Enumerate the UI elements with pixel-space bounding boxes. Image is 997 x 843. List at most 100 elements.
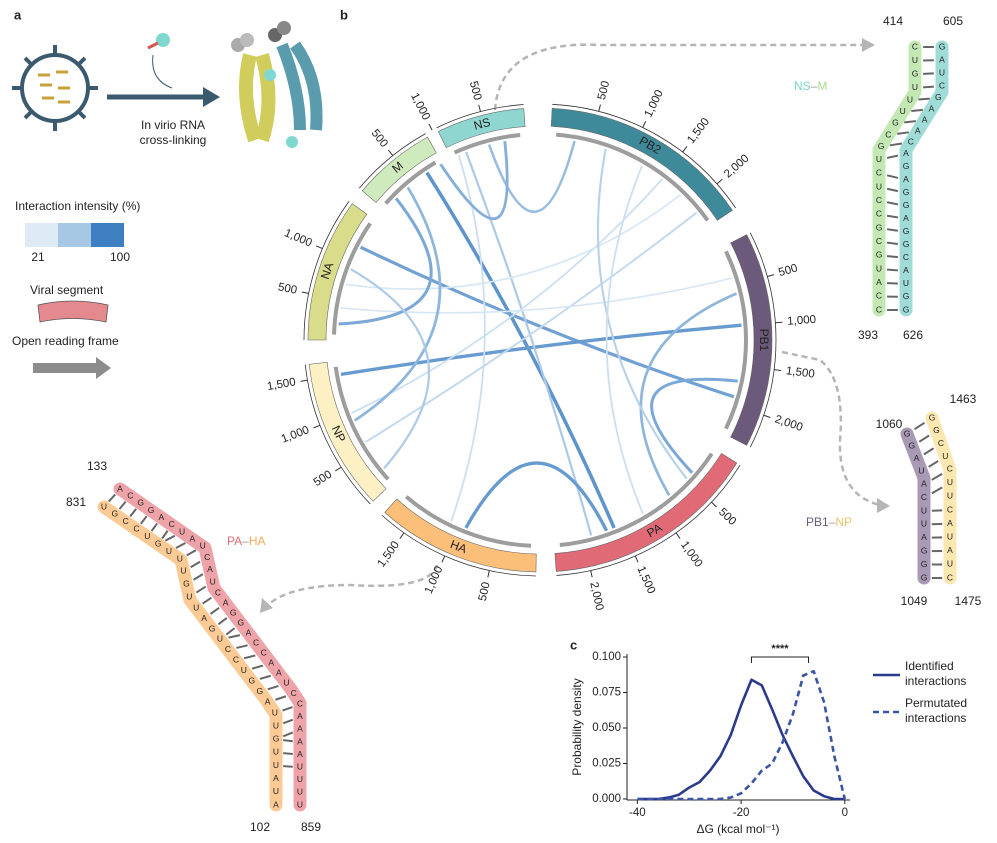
interaction-chord bbox=[605, 165, 644, 515]
base-pair bbox=[175, 542, 186, 549]
viral-segment bbox=[554, 452, 738, 572]
annotation-arrow bbox=[781, 350, 881, 507]
annotation-arrow bbox=[267, 564, 439, 606]
strand-band bbox=[925, 411, 957, 585]
nucleotide: A bbox=[947, 545, 953, 555]
nucleotide: C bbox=[947, 464, 953, 474]
pair-label-part: M bbox=[817, 79, 827, 93]
base-pair bbox=[140, 515, 148, 525]
tick-label: 500 bbox=[467, 80, 483, 102]
tick-mark bbox=[711, 501, 717, 508]
segment-label: NA bbox=[318, 261, 336, 281]
interaction-chord bbox=[340, 277, 733, 314]
x-tick-label: -40 bbox=[629, 807, 646, 819]
tick-mark bbox=[675, 532, 681, 539]
orf-arc bbox=[724, 250, 748, 430]
nucleotide: U bbox=[947, 531, 953, 541]
nucleotide: G bbox=[903, 304, 910, 314]
viral-segment bbox=[384, 498, 537, 573]
interaction-chord bbox=[596, 148, 688, 480]
nucleotide: C bbox=[225, 644, 231, 654]
tick-label: 500 bbox=[312, 469, 335, 489]
nucleotide: A bbox=[876, 277, 882, 287]
base-pair bbox=[904, 120, 916, 124]
nucleotide: U bbox=[144, 531, 150, 541]
nucleotide: U bbox=[166, 546, 172, 556]
base-pair bbox=[887, 282, 898, 285]
nucleotide: G bbox=[903, 161, 910, 171]
nucleotide: A bbox=[246, 628, 252, 638]
nucleotide: A bbox=[297, 736, 303, 746]
y-tick-label: 0.075 bbox=[592, 687, 621, 699]
orf-arc bbox=[556, 132, 710, 222]
virus-icon bbox=[12, 45, 98, 131]
viral-segment bbox=[550, 108, 733, 221]
nucleotide: G bbox=[921, 559, 928, 569]
end-label: 1475 bbox=[955, 594, 982, 608]
axis-arc bbox=[303, 201, 350, 341]
tick-mark bbox=[763, 414, 771, 418]
end-label: 133 bbox=[87, 459, 107, 473]
nucleotide: C bbox=[947, 572, 953, 582]
pair-label: PA–HA bbox=[227, 534, 265, 548]
tick-mark bbox=[598, 104, 601, 112]
strand-band bbox=[899, 40, 949, 317]
nucleotide: U bbox=[297, 799, 303, 809]
base-pair bbox=[283, 739, 293, 743]
legend-min: 21 bbox=[31, 250, 45, 264]
nucleotide: A bbox=[273, 773, 279, 783]
tick-mark bbox=[487, 570, 490, 578]
nucleotide: G bbox=[230, 607, 237, 617]
pair-label-part: NS bbox=[794, 79, 811, 93]
nucleotide: U bbox=[907, 94, 913, 104]
legend-title: Interaction intensity (%) bbox=[15, 199, 140, 213]
end-label: 1463 bbox=[950, 392, 977, 406]
annotation-arrow bbox=[862, 38, 875, 52]
tick-label: 500 bbox=[277, 281, 298, 297]
annotation-arrow bbox=[877, 498, 890, 513]
base-pair bbox=[928, 460, 939, 468]
base-pair bbox=[889, 142, 903, 147]
nucleotide: G bbox=[237, 618, 244, 628]
tick-mark bbox=[767, 274, 775, 278]
nucleotide: A bbox=[117, 483, 123, 493]
nucleotide: A bbox=[947, 518, 953, 528]
tick-mark bbox=[300, 379, 308, 382]
nucleotide: C bbox=[876, 291, 882, 301]
orf-arc bbox=[332, 222, 372, 335]
orf-arc bbox=[404, 495, 532, 548]
base-pair bbox=[195, 585, 207, 594]
nucleotide: C bbox=[261, 648, 267, 658]
nucleotide: U bbox=[273, 760, 279, 770]
tick-label: 1,500 bbox=[685, 116, 712, 146]
nucleotide: C bbox=[885, 129, 891, 139]
base-pair bbox=[282, 718, 294, 725]
pair-label-part: PB1 bbox=[806, 515, 829, 529]
legend-swatch bbox=[25, 223, 58, 247]
tick-mark bbox=[313, 424, 321, 429]
interaction-chord bbox=[365, 211, 698, 443]
base-pair bbox=[886, 214, 899, 219]
probe-icon bbox=[156, 33, 170, 47]
interaction-chord bbox=[487, 140, 576, 213]
interaction-chord bbox=[350, 268, 430, 470]
pair-label-part: – bbox=[811, 79, 818, 93]
tick-label: 1,500 bbox=[635, 565, 658, 596]
end-label: 393 bbox=[858, 328, 878, 342]
base-pair bbox=[192, 573, 204, 581]
tick-label: 1,000 bbox=[787, 314, 817, 328]
segment-label: NP bbox=[329, 423, 349, 444]
nucleotide: A bbox=[903, 148, 909, 158]
tick-mark bbox=[335, 466, 342, 472]
y-axis-label: Probability density bbox=[570, 678, 584, 775]
nucleotide: G bbox=[929, 412, 936, 422]
tick-label: 500 bbox=[716, 506, 738, 528]
nucleotide: A bbox=[903, 213, 909, 223]
nucleotide: C bbox=[876, 236, 882, 246]
density-line bbox=[637, 678, 845, 801]
segment-label: NS bbox=[472, 115, 492, 133]
nucleotide: A bbox=[223, 597, 229, 607]
x-tick-label: 0 bbox=[842, 807, 848, 819]
legend-swatch bbox=[58, 223, 91, 247]
